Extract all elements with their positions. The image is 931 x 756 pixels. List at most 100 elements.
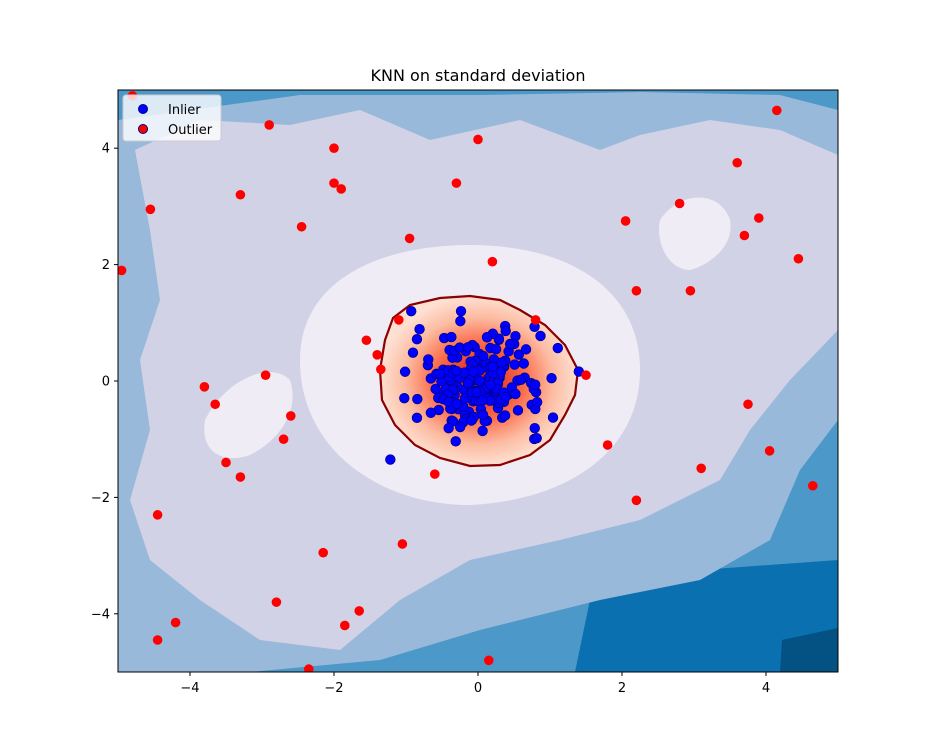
inlier-point — [443, 422, 454, 434]
inlier-point — [512, 405, 524, 416]
outlier-point — [404, 233, 415, 244]
inlier-point — [471, 386, 482, 398]
inlier-point — [425, 407, 437, 418]
inlier-point — [430, 383, 441, 395]
outlier-point — [152, 510, 163, 520]
inlier-point — [446, 331, 457, 343]
inlier-point — [529, 379, 541, 390]
outlier-point — [170, 617, 181, 628]
outlier-point — [754, 213, 764, 223]
inlier-point — [529, 422, 540, 434]
inlier-point — [547, 412, 559, 423]
points-layer — [118, 91, 818, 672]
inlier-point — [462, 377, 474, 389]
x-tick-label: 4 — [762, 681, 770, 696]
legend-label-inlier: Inlier — [168, 103, 201, 118]
legend-marker-inlier — [138, 104, 148, 114]
decision-boundary — [378, 294, 580, 468]
outlier-point — [372, 350, 383, 360]
chart-title: KNN on standard deviation — [371, 66, 586, 85]
inlier-point — [477, 425, 488, 437]
outlier-point — [296, 221, 307, 232]
inlier-point — [513, 349, 525, 360]
outlier-point — [199, 382, 210, 392]
x-tick-label: 2 — [618, 681, 626, 696]
outlier-point — [118, 265, 127, 276]
outlier-point — [336, 184, 347, 194]
outlier-point — [278, 434, 289, 445]
outlier-point — [235, 189, 246, 200]
inlier-point — [504, 338, 516, 350]
inlier-point — [520, 344, 532, 355]
x-tick-label: 0 — [474, 681, 482, 696]
outlier-point — [221, 457, 231, 468]
inlier-point — [412, 393, 423, 405]
outlier-point — [210, 399, 220, 410]
inlier-point — [462, 342, 474, 353]
outlier-point — [286, 411, 296, 421]
outlier-point — [340, 620, 350, 631]
inlier-point — [407, 347, 419, 358]
outlier-point — [739, 230, 750, 241]
outlier-point — [264, 120, 275, 130]
y-tick-label: 4 — [102, 142, 110, 157]
outlier-point — [354, 606, 365, 616]
y-tick-label: −4 — [91, 607, 110, 622]
outlier-point — [808, 480, 818, 491]
outlier-point — [329, 178, 339, 188]
inlier-point — [552, 342, 563, 354]
inlier-point — [466, 415, 477, 426]
inlier-point — [515, 374, 527, 385]
inlier-point — [518, 358, 529, 369]
inlier-point — [487, 361, 499, 372]
inlier-point — [450, 436, 461, 447]
inlier-point — [455, 305, 467, 317]
outlier-point — [329, 143, 339, 153]
outlier-point — [620, 216, 631, 226]
outlier-point — [487, 256, 498, 267]
inlier-point — [531, 396, 543, 408]
inlier-point — [474, 375, 485, 387]
outlier-point — [397, 539, 408, 549]
outlier-point — [581, 370, 591, 380]
outlier-point — [732, 157, 742, 168]
inlier-point — [531, 432, 542, 444]
legend-marker-outlier — [138, 124, 148, 134]
outlier-point — [530, 315, 541, 325]
inlier-point — [496, 357, 507, 368]
inlier-point — [500, 391, 511, 403]
outlier-point — [145, 204, 156, 215]
inlier-point — [500, 325, 511, 337]
inlier-point — [434, 368, 445, 380]
inlier-point — [477, 395, 488, 406]
outlier-point — [430, 469, 440, 479]
inlier-point — [454, 421, 466, 433]
x-tick-label: −2 — [324, 681, 343, 696]
outlier-point — [631, 285, 642, 296]
inlier-point — [495, 366, 506, 378]
inlier-point — [468, 366, 479, 377]
inlier-point — [411, 334, 423, 345]
inlier-point — [478, 350, 489, 362]
x-tick-label: −4 — [180, 681, 199, 696]
legend-label-outlier: Outlier — [168, 123, 213, 138]
inlier-point — [451, 365, 462, 377]
outlier-point — [152, 635, 163, 645]
outlier-point — [271, 597, 282, 607]
outlier-point — [685, 285, 696, 296]
outlier-point — [473, 134, 483, 145]
inlier-point — [385, 454, 396, 465]
inlier-point — [499, 410, 511, 421]
y-tick-label: −2 — [91, 491, 110, 506]
outlier-point — [484, 655, 494, 666]
inlier-point — [399, 366, 411, 377]
outlier-point — [772, 105, 782, 116]
inlier-point — [411, 412, 423, 424]
ticks-layer: −4 −2 0 2 4 −4 −2 0 2 4 — [91, 142, 770, 696]
inlier-point — [510, 388, 521, 400]
outlier-point — [318, 547, 329, 558]
contour-level-pale-left — [204, 372, 293, 459]
inlier-point — [451, 398, 462, 409]
inlier-point — [481, 331, 493, 343]
